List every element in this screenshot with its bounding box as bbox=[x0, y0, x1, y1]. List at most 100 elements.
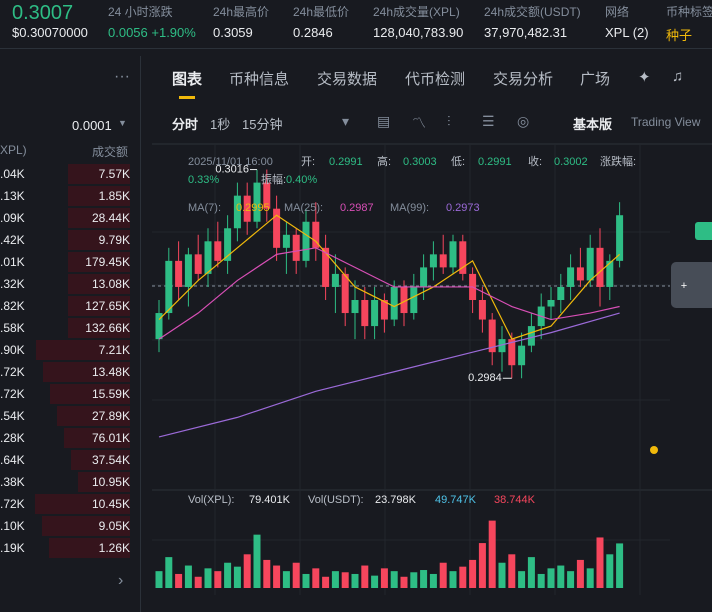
stat-label: 24h最低价 bbox=[293, 5, 350, 19]
depth-bar bbox=[68, 208, 130, 228]
dropdown[interactable]: ▼ bbox=[118, 118, 127, 128]
amount: .42K bbox=[0, 233, 25, 247]
vol-ma-value: 49.747K bbox=[435, 494, 477, 506]
amount: .04K bbox=[0, 167, 25, 181]
candle-body bbox=[488, 319, 496, 353]
candle-body bbox=[439, 254, 447, 268]
depth-bar bbox=[78, 472, 130, 492]
volume-bar bbox=[410, 572, 418, 588]
depth-bar bbox=[50, 384, 130, 404]
tab[interactable]: 广场 bbox=[580, 71, 611, 88]
ma-value: 0.2995 bbox=[236, 202, 270, 214]
depth-bar bbox=[36, 340, 130, 360]
tool-icon[interactable]: ▾ bbox=[342, 113, 350, 129]
volume-bar bbox=[557, 565, 565, 588]
stat-value: 0.0056 +1.90% bbox=[108, 25, 196, 40]
tab[interactable]: 币种信息 bbox=[229, 71, 290, 88]
vol-ma-value: 38.744K bbox=[494, 494, 536, 506]
info-value: 0.2991 bbox=[329, 156, 363, 168]
depth-bar bbox=[68, 296, 130, 316]
tab[interactable]: 交易数据 bbox=[317, 71, 378, 88]
depth-bar bbox=[68, 274, 130, 294]
mode[interactable]: Trading View bbox=[631, 115, 701, 129]
arrow[interactable]: › bbox=[118, 572, 124, 589]
candle-body bbox=[253, 182, 261, 222]
tab[interactable]: 代币检测 bbox=[405, 71, 466, 88]
high-label: 0.3016 bbox=[215, 163, 249, 175]
total: 37.54K bbox=[91, 453, 130, 467]
amount: .58K bbox=[0, 321, 25, 335]
volume-bar bbox=[233, 566, 241, 588]
volume-bar bbox=[155, 571, 163, 588]
info-value: 0.3002 bbox=[554, 156, 588, 168]
amount: .10K bbox=[0, 519, 25, 533]
vol-label: Vol(XPL): bbox=[188, 494, 234, 506]
interval[interactable]: 15分钟 bbox=[242, 117, 283, 132]
tool-icon[interactable]: ☰ bbox=[482, 113, 495, 129]
candle-body bbox=[371, 300, 379, 327]
tool-icon[interactable]: ◎ bbox=[517, 113, 530, 129]
tab[interactable]: 交易分析 bbox=[493, 71, 554, 88]
candle-body bbox=[175, 260, 183, 287]
total: 76.01K bbox=[91, 431, 130, 445]
volume-bar bbox=[371, 575, 379, 588]
volume-bar bbox=[361, 565, 369, 588]
volume-bar bbox=[331, 571, 339, 588]
tab-underline bbox=[179, 96, 195, 99]
volume-bar bbox=[204, 568, 212, 588]
candle-body bbox=[165, 260, 173, 314]
candle-body bbox=[410, 286, 418, 314]
tab[interactable]: 图表 bbox=[172, 71, 203, 88]
candle-body bbox=[204, 241, 212, 274]
ma-value: 0.2973 bbox=[446, 202, 480, 214]
volume-bar bbox=[351, 573, 359, 588]
candle-body bbox=[429, 254, 437, 268]
amount: .72K bbox=[0, 365, 25, 379]
badge bbox=[650, 446, 658, 454]
tool-icon[interactable]: ▤ bbox=[377, 113, 391, 129]
info-value: 0.33% bbox=[188, 174, 219, 186]
volume-bar bbox=[606, 554, 614, 588]
candle-body bbox=[518, 345, 526, 366]
candle-body bbox=[380, 300, 388, 320]
stat-value: 0.3059 bbox=[213, 25, 253, 40]
stat-value: XPL (2) bbox=[605, 25, 649, 40]
volume-bar bbox=[537, 573, 545, 588]
ma-value: 0.2987 bbox=[340, 202, 374, 214]
volume-bar bbox=[567, 571, 575, 588]
icon[interactable]: ♫ bbox=[672, 68, 684, 85]
interval[interactable]: 分时 bbox=[172, 117, 199, 132]
depth-bar bbox=[68, 230, 130, 250]
volume-bar bbox=[547, 568, 555, 588]
icon[interactable]: ✦ bbox=[638, 69, 651, 86]
volume-bar bbox=[380, 568, 388, 588]
depth-bar bbox=[42, 516, 130, 536]
tool-icon[interactable]: ⫶ bbox=[447, 113, 451, 129]
depth-bar bbox=[64, 428, 130, 448]
menu[interactable]: ··· bbox=[114, 68, 130, 85]
volume-bar bbox=[449, 571, 457, 588]
candle-body bbox=[302, 221, 310, 261]
precision[interactable]: 0.0001 bbox=[72, 118, 112, 133]
candle-body bbox=[351, 300, 359, 314]
depth-bar bbox=[71, 450, 130, 470]
candle-body bbox=[214, 241, 222, 261]
interval[interactable]: 1秒 bbox=[210, 117, 231, 132]
tool-icon[interactable]: 〽 bbox=[412, 115, 426, 131]
amount: .01K bbox=[0, 255, 25, 269]
candle-body bbox=[508, 339, 516, 366]
total: 28.44K bbox=[91, 211, 130, 225]
volume-bar bbox=[175, 573, 183, 588]
total: 27.89K bbox=[91, 409, 130, 423]
mode[interactable]: 基本版 bbox=[573, 117, 613, 132]
candle-body bbox=[459, 241, 467, 274]
total: 9.05K bbox=[98, 519, 130, 533]
depth-bar bbox=[35, 494, 130, 514]
volume-bar bbox=[498, 562, 506, 588]
candle-body bbox=[322, 247, 330, 287]
stat-label: 网络 bbox=[605, 5, 630, 19]
ma-label: MA(25): bbox=[284, 202, 323, 214]
candle-body bbox=[527, 326, 535, 346]
volume-bar bbox=[292, 562, 300, 588]
candle-body bbox=[243, 195, 251, 222]
